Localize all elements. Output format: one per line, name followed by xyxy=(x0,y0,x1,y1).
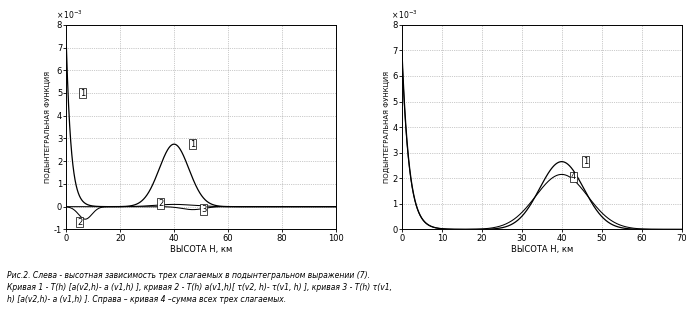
X-axis label: ВЫСОТА H, км: ВЫСОТА H, км xyxy=(510,245,573,254)
Text: 2: 2 xyxy=(158,199,164,208)
Text: Рис.2. Слева - высотная зависимость трех слагаемых в подынтегральном выражении (: Рис.2. Слева - высотная зависимость трех… xyxy=(7,271,392,304)
X-axis label: ВЫСОТА H, км: ВЫСОТА H, км xyxy=(170,245,232,254)
Text: 1: 1 xyxy=(583,157,589,166)
Y-axis label: ПОДЫНТЕГРАЛЬНАЯ ФУНКЦИЯ: ПОДЫНТЕГРАЛЬНАЯ ФУНКЦИЯ xyxy=(384,71,389,183)
Text: 4: 4 xyxy=(571,172,576,181)
Text: $\times\,10^{-3}$: $\times\,10^{-3}$ xyxy=(56,8,82,21)
Text: $\times\,10^{-3}$: $\times\,10^{-3}$ xyxy=(391,8,417,21)
Text: 3: 3 xyxy=(201,205,206,214)
Y-axis label: ПОДЫНТЕГРАЛЬНАЯ ФУНКЦИЯ: ПОДЫНТЕГРАЛЬНАЯ ФУНКЦИЯ xyxy=(45,71,51,183)
Text: 1: 1 xyxy=(190,140,196,149)
Text: 1: 1 xyxy=(80,88,85,98)
Text: 2: 2 xyxy=(77,218,82,227)
